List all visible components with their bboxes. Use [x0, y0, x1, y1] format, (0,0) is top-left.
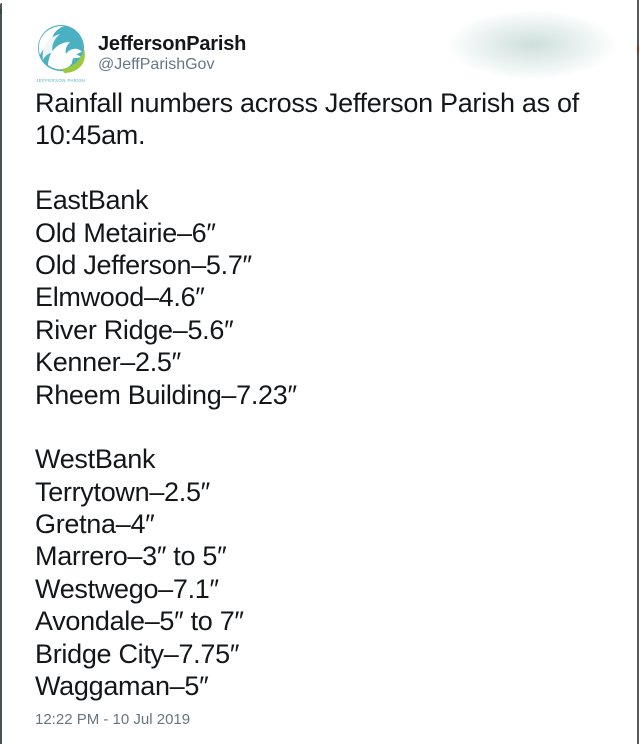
- timestamp[interactable]: 12:22 PM - 10 Jul 2019: [35, 711, 191, 728]
- tweet-body-line: Rheem Building–7.23″: [35, 379, 297, 410]
- tweet-body-line: Waggaman–5″: [35, 671, 209, 702]
- author-handle[interactable]: @JeffParishGov: [98, 56, 215, 73]
- tweet-body-line: EastBank: [35, 185, 149, 216]
- tweet-body-line: Westwego–7.1″: [35, 573, 219, 604]
- tweet-body-line: Gretna–4″: [35, 509, 155, 540]
- tweet-body-line: Marrero–3″ to 5″: [35, 541, 227, 572]
- left-edge-accent: [0, 9, 2, 14]
- tweet-body-line: Elmwood–4.6″: [35, 282, 205, 313]
- tweet-body-line: Terrytown–2.5″: [35, 476, 210, 507]
- left-edge-border: [0, 3, 2, 744]
- tweet-body-line: Kenner–2.5″: [35, 347, 181, 378]
- tweet-body-line: Avondale–5″ to 7″: [35, 606, 244, 637]
- tweet-body-line: Rainfall numbers across Jefferson Parish…: [35, 88, 579, 118]
- right-edge-border: [637, 0, 639, 744]
- tweet-body-line: [35, 411, 620, 443]
- tweet-body-line: Old Metairie–6″: [35, 217, 216, 248]
- blurred-follow-button: [438, 6, 634, 90]
- tweet-body-line: Bridge City–7.75″: [35, 638, 240, 669]
- tweet-body-line: [35, 152, 620, 184]
- tweet-body-line: River Ridge–5.6″: [35, 314, 234, 345]
- avatar[interactable]: JEFFERSON PARISH: [33, 22, 89, 84]
- tweet-body-line: WestBank: [35, 444, 156, 475]
- pelican-logo-icon: JEFFERSON PARISH: [36, 25, 86, 83]
- tweet-body-line: Old Jefferson–5.7″: [35, 249, 252, 280]
- svg-text:JEFFERSON PARISH: JEFFERSON PARISH: [36, 78, 86, 83]
- tweet-body: Rainfall numbers across Jefferson Parish…: [35, 87, 620, 702]
- author-name[interactable]: JeffersonParish: [98, 33, 247, 55]
- tweet-body-line: 10:45am.: [35, 120, 146, 151]
- right-edge-notch: [637, 46, 639, 53]
